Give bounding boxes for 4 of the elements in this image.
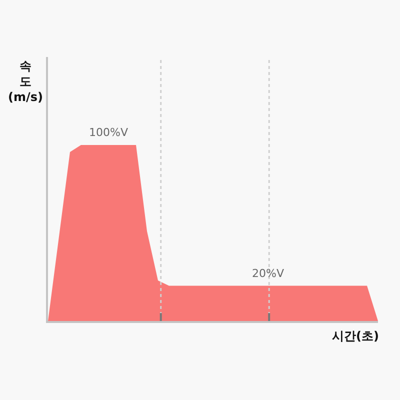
- x-axis-title: 시간(초): [332, 329, 379, 343]
- y-axis-title: 속도 (m/s): [8, 59, 43, 104]
- annotation: 100%V: [89, 126, 128, 139]
- annotation: 20%V: [252, 267, 284, 280]
